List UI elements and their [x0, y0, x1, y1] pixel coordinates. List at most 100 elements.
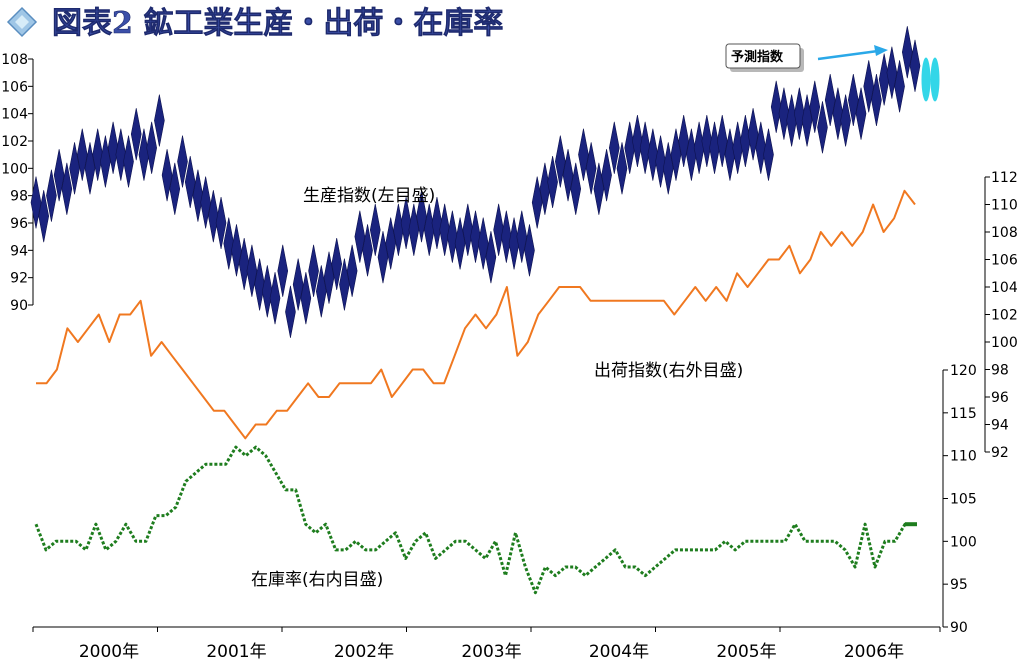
forecast-point [930, 57, 940, 102]
x-tick-label: 2001年 [206, 642, 266, 661]
production-point [662, 142, 674, 195]
production-point [462, 203, 474, 256]
production-point [339, 258, 350, 311]
production-point [53, 149, 65, 202]
production-point [69, 142, 80, 195]
production-point [493, 203, 504, 256]
production-point [416, 190, 427, 243]
production-point [524, 224, 535, 277]
production-point [277, 244, 289, 297]
series-production [30, 26, 921, 338]
left-tick-label: 106 [1, 79, 28, 95]
production-point [716, 114, 728, 168]
production-point [269, 272, 281, 325]
production-point [454, 217, 466, 270]
x-tick-label: 2002年 [334, 642, 394, 661]
production-point [778, 87, 790, 140]
series-label-production: 生産指数(左目盛) [303, 186, 435, 206]
production-point [115, 128, 127, 181]
production-point [732, 121, 743, 174]
production-point [100, 135, 111, 188]
title-icon [6, 6, 38, 38]
production-point [570, 162, 582, 215]
left-tick-label: 108 [1, 52, 28, 68]
production-point [215, 196, 227, 250]
right-inner-tick-label: 115 [950, 406, 977, 422]
right-outer-axis-ticks: 92 94 96 98 100 102 104 106 108 110 112 [985, 170, 1018, 461]
production-point [146, 121, 157, 174]
right-inner-tick-label: 95 [950, 577, 968, 593]
x-tick-label: 2006年 [844, 642, 904, 661]
production-point [794, 87, 805, 140]
right-inner-tick-label: 120 [950, 363, 977, 379]
production-point [161, 149, 173, 202]
production-point [632, 114, 643, 168]
production-point [192, 169, 204, 222]
production-point [855, 87, 867, 140]
right-outer-tick-label: 108 [991, 225, 1018, 241]
production-point [770, 80, 782, 133]
right-inner-tick-label: 90 [950, 620, 968, 636]
production-point [801, 94, 813, 147]
production-point [331, 237, 343, 291]
production-point [555, 135, 566, 188]
production-point [531, 176, 543, 229]
right-outer-tick-label: 112 [991, 170, 1018, 186]
production-point [886, 46, 898, 99]
production-point [169, 162, 181, 215]
x-tick-label: 2003年 [461, 642, 521, 661]
production-point [871, 73, 882, 127]
production-point [562, 149, 574, 202]
production-point [177, 135, 188, 188]
production-point [516, 210, 528, 263]
production-point [485, 231, 497, 284]
production-point [130, 108, 142, 161]
right-outer-tick-label: 98 [991, 363, 1009, 379]
chart-title: 図表2 鉱工業生産・出荷・在庫率 [52, 6, 503, 41]
production-point [208, 190, 219, 243]
production-point [46, 169, 57, 222]
series-label-shipments: 出荷指数(右外目盛) [594, 361, 743, 381]
production-point [346, 244, 358, 297]
right-outer-tick-label: 96 [991, 390, 1009, 406]
production-point [670, 128, 682, 181]
production-point [400, 196, 412, 250]
right-inner-tick-label: 100 [950, 534, 977, 550]
right-inner-tick-label: 105 [950, 492, 977, 508]
production-point [231, 224, 242, 277]
production-point [585, 142, 597, 195]
forecast-callout-label: 予測指数 [731, 49, 784, 65]
x-tick-label: 2004年 [589, 642, 649, 661]
production-point [763, 128, 774, 181]
production-point [369, 203, 381, 256]
production-point [840, 94, 851, 147]
production-point [238, 237, 250, 291]
right-outer-tick-label: 92 [991, 445, 1009, 461]
production-point [385, 217, 396, 270]
production-point [315, 265, 327, 318]
production-point [501, 210, 512, 263]
production-point [254, 258, 265, 311]
production-point [608, 121, 620, 174]
series-label-inventory: 在庫率(右内目盛) [251, 570, 383, 590]
production-point [439, 203, 450, 256]
right-inner-axis-ticks: 90 95 100 105 110 115 120 [943, 363, 977, 636]
callout-arrow [817, 49, 879, 61]
production-point [639, 121, 651, 174]
right-outer-tick-label: 104 [991, 280, 1018, 296]
production-point [477, 217, 489, 270]
production-point [38, 190, 50, 243]
production-point [30, 176, 42, 229]
production-point [848, 73, 859, 127]
series-forecast [921, 57, 940, 102]
production-point [817, 101, 828, 154]
production-point [285, 285, 296, 338]
series-shipments-line [36, 189, 916, 440]
production-point [616, 142, 628, 195]
production-point [362, 224, 373, 277]
production-point [693, 121, 705, 174]
left-axis-ticks: 90 92 94 96 98 100 102 104 106 108 [1, 52, 33, 314]
production-point [647, 128, 659, 181]
production-point [447, 210, 458, 263]
